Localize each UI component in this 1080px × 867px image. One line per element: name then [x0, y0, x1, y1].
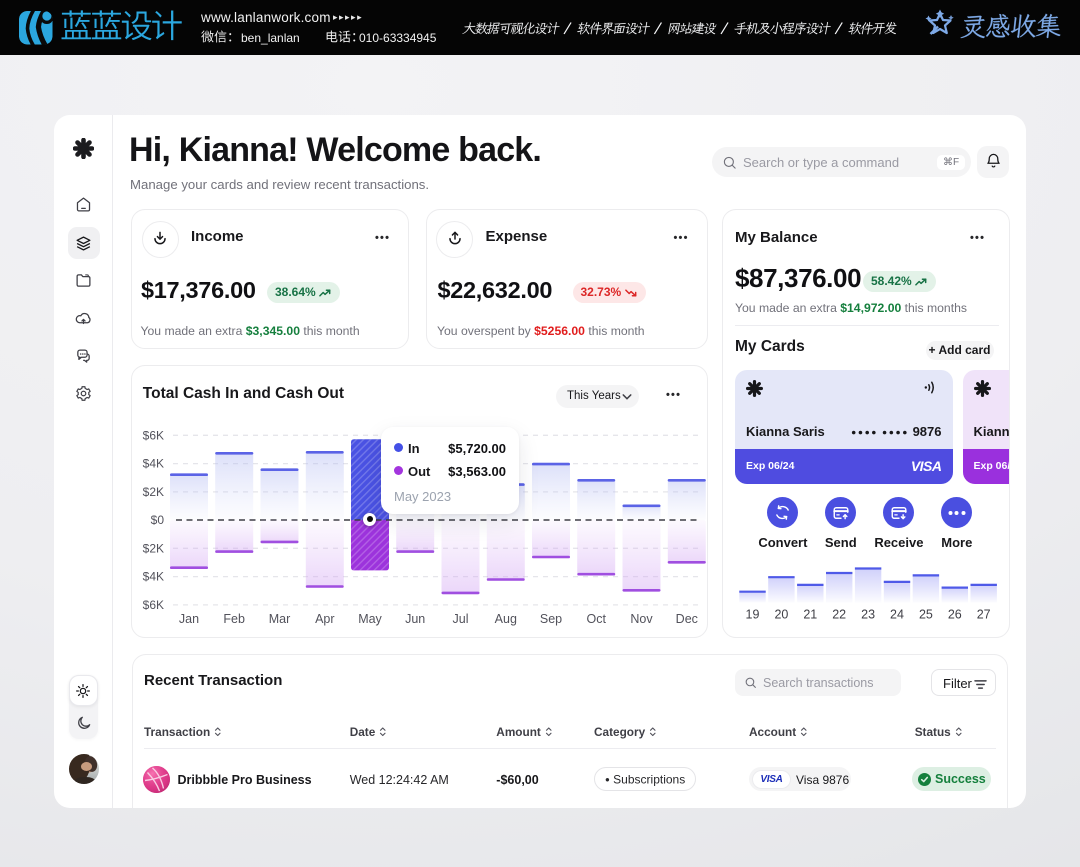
svg-text:May: May — [358, 612, 382, 626]
svg-text:27: 27 — [977, 608, 991, 622]
svg-text:25: 25 — [919, 608, 933, 622]
svg-text:Apr: Apr — [315, 612, 334, 626]
svg-text:Mar: Mar — [269, 612, 291, 626]
svg-text:Jan: Jan — [179, 612, 199, 626]
svg-text:24: 24 — [890, 608, 904, 622]
svg-text:$6K: $6K — [143, 598, 164, 612]
svg-text:Nov: Nov — [630, 612, 653, 626]
svg-text:19: 19 — [746, 608, 760, 622]
svg-text:$2K: $2K — [143, 541, 164, 555]
svg-text:20: 20 — [774, 608, 788, 622]
svg-text:$4K: $4K — [143, 457, 164, 471]
svg-text:21: 21 — [803, 608, 817, 622]
svg-text:$2K: $2K — [143, 485, 164, 499]
svg-text:Jun: Jun — [405, 612, 425, 626]
svg-text:$0: $0 — [151, 513, 165, 527]
svg-text:Jul: Jul — [453, 612, 469, 626]
svg-text:Aug: Aug — [495, 612, 517, 626]
svg-text:Dec: Dec — [676, 612, 698, 626]
svg-text:Feb: Feb — [223, 612, 245, 626]
svg-text:Oct: Oct — [586, 612, 606, 626]
svg-text:23: 23 — [861, 608, 875, 622]
svg-text:$6K: $6K — [143, 428, 164, 442]
svg-text:Sep: Sep — [540, 612, 562, 626]
svg-text:22: 22 — [832, 608, 846, 622]
svg-text:$4K: $4K — [143, 570, 164, 584]
svg-text:26: 26 — [948, 608, 962, 622]
